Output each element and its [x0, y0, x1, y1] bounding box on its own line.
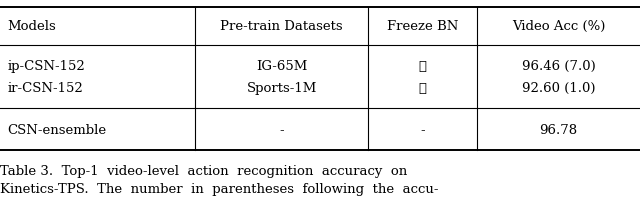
- Text: -: -: [279, 124, 284, 137]
- Text: Freeze BN: Freeze BN: [387, 20, 458, 33]
- Text: Kinetics-TPS.  The  number  in  parentheses  following  the  accu-: Kinetics-TPS. The number in parentheses …: [0, 183, 438, 196]
- Text: -: -: [420, 124, 425, 137]
- Text: Pre-train Datasets: Pre-train Datasets: [220, 20, 343, 33]
- Text: 96.78: 96.78: [540, 124, 577, 137]
- Text: 96.46 (7.0): 96.46 (7.0): [522, 60, 595, 73]
- Text: ✓: ✓: [419, 82, 426, 95]
- Text: Models: Models: [8, 20, 56, 33]
- Text: CSN-ensemble: CSN-ensemble: [8, 124, 107, 137]
- Text: 92.60 (1.0): 92.60 (1.0): [522, 82, 595, 95]
- Text: ✓: ✓: [419, 60, 426, 73]
- Text: Sports-1M: Sports-1M: [246, 82, 317, 95]
- Text: ip-CSN-152: ip-CSN-152: [8, 60, 85, 73]
- Text: Table 3.  Top-1  video-level  action  recognition  accuracy  on: Table 3. Top-1 video-level action recogn…: [0, 165, 407, 178]
- Text: ir-CSN-152: ir-CSN-152: [8, 82, 83, 95]
- Text: Video Acc (%): Video Acc (%): [512, 20, 605, 33]
- Text: IG-65M: IG-65M: [256, 60, 307, 73]
